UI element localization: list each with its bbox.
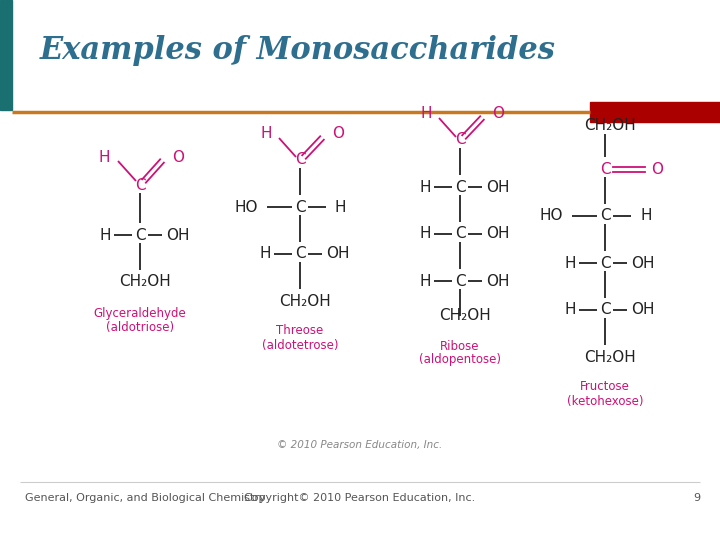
- Text: O: O: [651, 161, 663, 177]
- Text: 9: 9: [693, 493, 700, 503]
- Text: (aldopentose): (aldopentose): [419, 354, 501, 367]
- Text: H: H: [259, 246, 271, 261]
- Text: OH: OH: [631, 302, 654, 318]
- Text: Fructose: Fructose: [580, 381, 630, 394]
- Text: OH: OH: [486, 226, 510, 241]
- Text: C: C: [455, 226, 465, 241]
- Text: CH₂OH: CH₂OH: [584, 349, 636, 364]
- Text: (aldotriose): (aldotriose): [106, 321, 174, 334]
- Text: H: H: [640, 208, 652, 224]
- Text: HO: HO: [235, 199, 258, 214]
- Text: C: C: [600, 255, 611, 271]
- Text: © 2010 Pearson Education, Inc.: © 2010 Pearson Education, Inc.: [277, 440, 443, 450]
- Text: C: C: [294, 199, 305, 214]
- Text: C: C: [455, 132, 465, 147]
- Text: OH: OH: [326, 246, 350, 261]
- Text: H: H: [98, 150, 109, 165]
- Text: H: H: [260, 126, 271, 141]
- Text: Threose: Threose: [276, 325, 323, 338]
- Text: (aldotetrose): (aldotetrose): [262, 339, 338, 352]
- Text: (ketohexose): (ketohexose): [567, 395, 643, 408]
- Text: H: H: [335, 199, 346, 214]
- Bar: [0, 0, 12, 110]
- Text: C: C: [600, 161, 611, 177]
- Text: OH: OH: [166, 227, 190, 242]
- Text: H: H: [564, 255, 576, 271]
- Text: C: C: [600, 208, 611, 224]
- Text: CH₂OH: CH₂OH: [584, 118, 636, 132]
- Text: H: H: [419, 179, 431, 194]
- Text: General, Organic, and Biological Chemistry: General, Organic, and Biological Chemist…: [25, 493, 266, 503]
- Text: O: O: [492, 106, 504, 122]
- Text: Examples of Monosaccharides: Examples of Monosaccharides: [40, 35, 556, 65]
- Text: Copyright© 2010 Pearson Education, Inc.: Copyright© 2010 Pearson Education, Inc.: [244, 493, 476, 503]
- Text: OH: OH: [631, 255, 654, 271]
- Text: C: C: [455, 273, 465, 288]
- Text: OH: OH: [486, 179, 510, 194]
- Text: Glyceraldehyde: Glyceraldehyde: [94, 307, 186, 321]
- Text: Ribose: Ribose: [440, 340, 480, 353]
- Bar: [590, 102, 720, 122]
- Text: HO: HO: [539, 208, 563, 224]
- Text: H: H: [564, 302, 576, 318]
- Text: CH₂OH: CH₂OH: [439, 308, 491, 323]
- Text: H: H: [419, 226, 431, 241]
- Text: O: O: [332, 126, 344, 141]
- Text: C: C: [135, 178, 145, 192]
- Text: O: O: [172, 150, 184, 165]
- Text: C: C: [294, 246, 305, 261]
- Text: C: C: [600, 302, 611, 318]
- Text: H: H: [419, 273, 431, 288]
- Text: C: C: [455, 179, 465, 194]
- Text: OH: OH: [486, 273, 510, 288]
- Text: CH₂OH: CH₂OH: [279, 294, 331, 308]
- Text: C: C: [135, 227, 145, 242]
- Text: C: C: [294, 152, 305, 167]
- Text: CH₂OH: CH₂OH: [119, 274, 171, 289]
- Text: H: H: [420, 106, 432, 122]
- Text: H: H: [99, 227, 111, 242]
